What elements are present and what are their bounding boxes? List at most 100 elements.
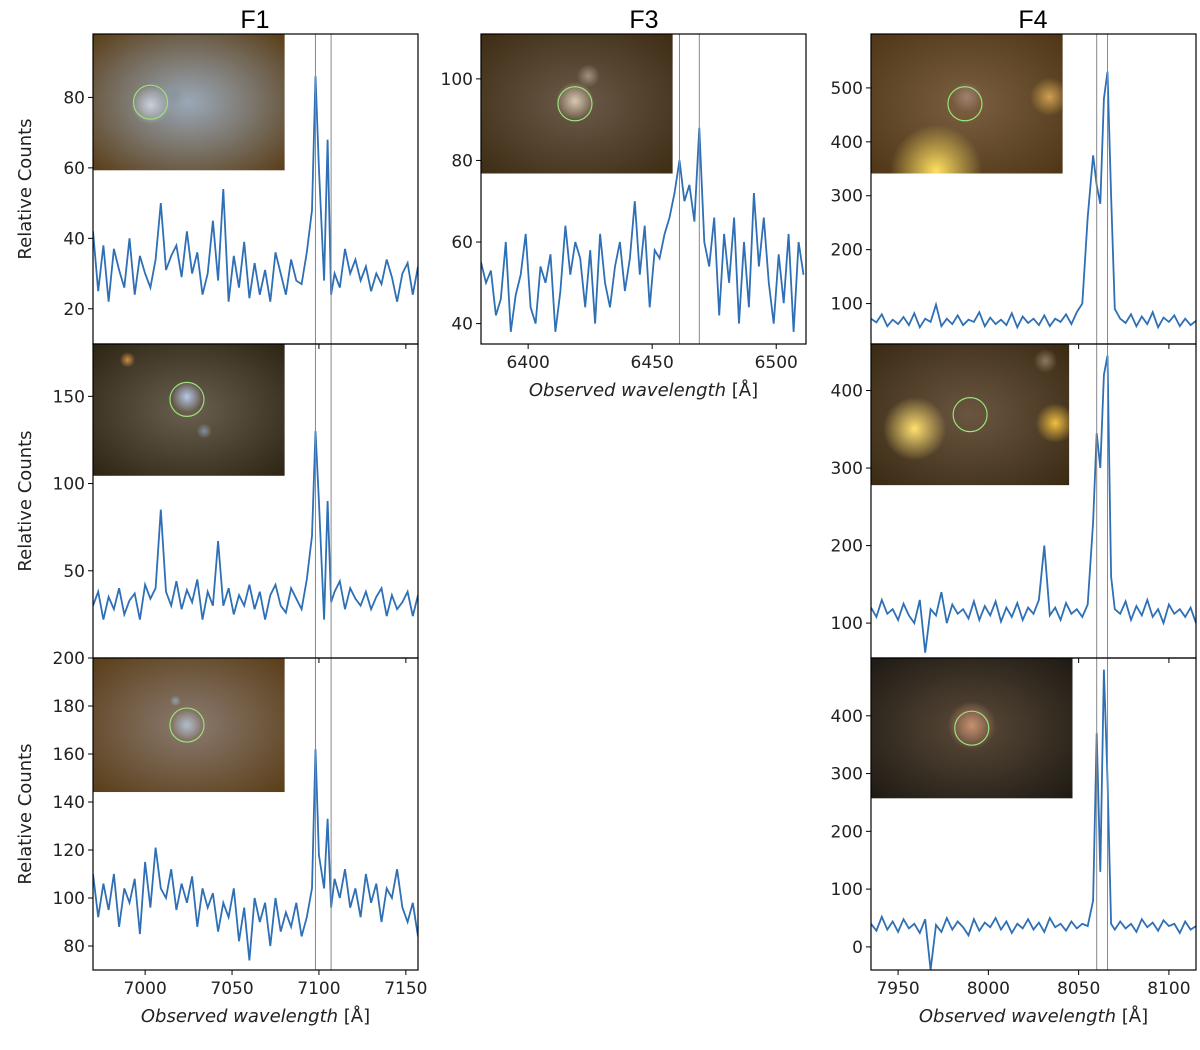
x-axis-label-name: Observed wavelength xyxy=(141,1006,338,1027)
x-axis-label: Observed wavelength [Å] xyxy=(141,1005,370,1027)
y-tick-label: 40 xyxy=(451,315,473,335)
y-tick-label: 100 xyxy=(53,889,85,909)
y-tick-label: 80 xyxy=(63,937,85,957)
x-tick-label: 8100 xyxy=(1147,979,1190,999)
galaxy-blob xyxy=(1033,349,1058,373)
panel-frame xyxy=(92,657,419,971)
target-circle xyxy=(947,86,983,122)
x-axis-label-unit: [Å] xyxy=(726,379,758,401)
y-tick-label: 20 xyxy=(63,300,85,320)
y-tick-label: 140 xyxy=(53,793,85,813)
galaxy-blob xyxy=(890,124,983,174)
y-tick-label: 80 xyxy=(451,151,473,171)
y-axis-label: Relative Counts xyxy=(15,430,36,571)
y-tick-label: 160 xyxy=(53,745,85,765)
column-title-f3: F3 xyxy=(629,6,658,34)
y-tick-label: 300 xyxy=(831,187,863,207)
panel-f4-3: 0 100 200 300 400 7950 8000 8050 8100 Observed wa… xyxy=(831,657,1197,1027)
panel-f1-2: 50 100 150 Relative Counts xyxy=(15,343,419,663)
y-tick-label: 400 xyxy=(831,707,863,727)
x-tick-label: 8050 xyxy=(1057,979,1100,999)
y-tick-label: 400 xyxy=(831,382,863,402)
spectrum-line xyxy=(93,431,418,620)
inset-image xyxy=(871,658,1073,799)
x-axis-label-unit: [Å] xyxy=(338,1005,370,1027)
galaxy-blob xyxy=(163,85,184,105)
panel-frame xyxy=(480,33,807,345)
target-circle xyxy=(557,86,593,122)
galaxy-blob xyxy=(196,423,212,439)
spectrum-line xyxy=(871,669,1196,970)
target-circle xyxy=(952,397,988,433)
x-tick-label: 7100 xyxy=(297,979,340,999)
spectrum-panels: 20 40 60 80 Relative Counts 50 100 150 Relative … xyxy=(15,33,1197,1027)
panel-f4-1: 100 200 300 400 500 xyxy=(831,33,1197,349)
x-tick-label: 7150 xyxy=(384,979,427,999)
x-tick-label: 8000 xyxy=(967,979,1010,999)
y-tick-label: 40 xyxy=(63,229,85,249)
y-tick-label: 50 xyxy=(63,562,85,582)
galaxy-blob xyxy=(1030,77,1063,116)
panel-f3-1: 40 60 80 100 6400 6450 6500 Observed wavelength… xyxy=(441,33,807,401)
x-tick-label: 7000 xyxy=(124,979,167,999)
panel-f1-3: 80 100 120 140 160 180 200 7000 7050 7100 7150 Rela… xyxy=(15,649,427,1027)
galaxy-blob xyxy=(947,701,996,750)
panel-f4-2: 100 200 300 400 xyxy=(831,343,1197,663)
y-tick-label: 0 xyxy=(852,938,863,958)
y-tick-label: 100 xyxy=(53,475,85,495)
target-circle xyxy=(132,84,169,120)
y-tick-label: 300 xyxy=(831,765,863,785)
target-circle xyxy=(954,710,990,746)
y-tick-label: 400 xyxy=(831,133,863,153)
panel-frame xyxy=(870,657,1197,971)
x-tick-label: 6400 xyxy=(507,353,550,373)
galaxy-blob xyxy=(169,695,182,707)
y-tick-label: 200 xyxy=(831,822,863,842)
x-axis-label-unit: [Å] xyxy=(1116,1005,1148,1027)
y-axis-label: Relative Counts xyxy=(15,743,36,884)
x-tick-label: 7050 xyxy=(210,979,253,999)
galaxy-blob xyxy=(131,85,170,125)
y-tick-label: 200 xyxy=(831,241,863,261)
spectrum-line xyxy=(93,749,418,961)
galaxy-blob xyxy=(1035,403,1070,443)
inset-image xyxy=(481,34,673,174)
x-tick-label: 6450 xyxy=(631,353,674,373)
spectrum-line xyxy=(93,76,418,302)
inset-image xyxy=(93,658,285,793)
galaxy-blob xyxy=(951,81,983,113)
panel-f1-1: 20 40 60 80 Relative Counts xyxy=(15,33,419,349)
x-tick-label: 7950 xyxy=(876,979,919,999)
y-tick-label: 200 xyxy=(53,649,85,669)
inset-image xyxy=(871,344,1070,486)
inset-image xyxy=(93,344,285,476)
galaxy-blob xyxy=(171,709,203,741)
y-tick-label: 180 xyxy=(53,697,85,717)
column-title-f1: F1 xyxy=(240,6,269,34)
column-title-f4: F4 xyxy=(1018,6,1047,34)
y-tick-label: 100 xyxy=(831,295,863,315)
spectrum-line xyxy=(871,71,1196,330)
x-tick-label: 6500 xyxy=(755,353,798,373)
galaxy-blob xyxy=(882,397,947,461)
galaxy-blob xyxy=(119,352,136,368)
y-tick-label: 120 xyxy=(53,841,85,861)
target-circle xyxy=(169,381,205,417)
y-tick-label: 300 xyxy=(831,459,863,479)
y-tick-label: 100 xyxy=(831,880,863,900)
y-tick-label: 200 xyxy=(831,537,863,557)
target-circle xyxy=(169,707,205,743)
y-tick-label: 500 xyxy=(831,79,863,99)
y-tick-label: 60 xyxy=(451,233,473,253)
spectrum-line xyxy=(871,355,1196,653)
inset-image xyxy=(93,34,285,171)
y-tick-label: 60 xyxy=(63,159,85,179)
inset-background xyxy=(93,34,285,171)
y-axis-label: Relative Counts xyxy=(15,118,36,259)
x-axis-label: Observed wavelength [Å] xyxy=(919,1005,1148,1027)
y-tick-label: 100 xyxy=(441,70,473,90)
y-tick-label: 150 xyxy=(53,387,85,407)
x-axis-label-name: Observed wavelength xyxy=(529,380,726,401)
y-tick-label: 100 xyxy=(831,614,863,634)
